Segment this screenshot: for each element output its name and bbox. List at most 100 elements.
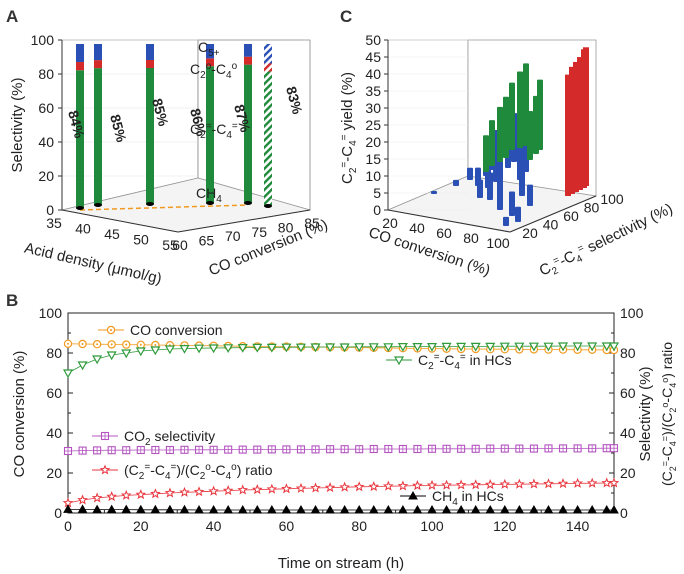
bar-percent-label: 85%: [149, 97, 172, 129]
c-bar-blue: [527, 184, 533, 206]
bar-c5-segment: [206, 44, 214, 59]
data-point: [412, 480, 423, 491]
data-point: [529, 504, 539, 514]
legend-label: (C2=-C4=)/(C2o-C4o) ratio: [124, 462, 273, 482]
bar-olefin-segment: [206, 66, 214, 203]
data-point: [339, 481, 350, 492]
data-point: [193, 486, 205, 497]
bar-ch4-cap: [244, 201, 252, 205]
bar-ch4-cap: [206, 201, 214, 205]
data-point: [572, 342, 583, 352]
data-point: [325, 343, 336, 353]
b-y-tick-left: 60: [46, 385, 62, 401]
y-tick-label: 60: [172, 237, 188, 253]
z-tick-label: 100: [31, 32, 55, 48]
selectivity-bar: 84%: [65, 44, 88, 210]
data-point: [91, 492, 103, 503]
bars: 84% 85% 85% 86% 87% 83%: [65, 44, 306, 210]
bar-ch4-cap: [264, 204, 272, 208]
y-tick-label: 85: [304, 215, 320, 231]
legend-ch4-main: CH: [196, 185, 216, 201]
bar-c5-segment: [244, 44, 252, 57]
data-point: [310, 482, 321, 493]
x-axis: [61, 209, 179, 233]
series-c2-c4-in-hcs: [62, 342, 620, 379]
bar-olefin-segment: [264, 71, 272, 206]
c-y-axis: [509, 195, 597, 233]
data-point: [397, 343, 408, 352]
bar-c5-segment: [146, 44, 154, 60]
z-axis-title: Selectivity (%): [9, 77, 26, 172]
c-z-tick-label: 50: [365, 32, 381, 48]
b-x-tick: 60: [279, 518, 295, 534]
legend-entry: C2=-C4= in HCs: [386, 352, 512, 372]
data-point: [324, 482, 336, 493]
c-bar-blue: [503, 216, 509, 226]
c-z-tick-label: 20: [365, 134, 381, 150]
y-axis: [177, 209, 311, 233]
c-z-tick-label: 5: [373, 185, 381, 201]
b-y-right-title-2: (C2=-C4=)/(C2o-C4o) ratio: [659, 342, 678, 486]
b-y-tick-right: 0: [620, 505, 628, 521]
series-ratio: [62, 477, 620, 508]
data-point: [397, 480, 409, 491]
data-point: [499, 342, 510, 352]
data-point: [106, 351, 117, 361]
z-tick-label: 40: [38, 134, 54, 150]
data-point: [325, 504, 335, 514]
c-bar-red: [569, 66, 575, 194]
x-tick-label: 45: [104, 226, 120, 242]
c-bar-green: [527, 111, 533, 160]
ch4-floor-line: [79, 204, 249, 211]
data-point: [194, 504, 204, 514]
data-point: [194, 344, 205, 354]
y-tick-label: 65: [199, 233, 215, 249]
selectivity-bar: 86%: [187, 44, 214, 205]
c-z-tick-label: 45: [365, 49, 381, 65]
data-point: [393, 356, 405, 366]
data-point: [528, 478, 540, 489]
data-point: [295, 482, 307, 493]
data-point: [266, 504, 277, 514]
x-tick-label: 40: [75, 221, 91, 237]
legend-label: CO2 selectivity: [124, 428, 215, 448]
b-y-tick-left: 20: [46, 465, 62, 481]
c-bar-red: [577, 57, 583, 191]
c-y-tick-label: 60: [563, 208, 579, 224]
data-point: [572, 504, 583, 514]
bar-paraffin-segment: [244, 56, 252, 65]
c-bar-green: [517, 71, 523, 148]
data-point: [150, 346, 161, 356]
bar-percent-label: 84%: [65, 109, 88, 141]
legend-c5: C5+: [198, 39, 220, 59]
data-point: [485, 504, 496, 514]
c-x-tick-label: 20: [382, 215, 398, 231]
series-ch4-in-hcs: [63, 504, 619, 514]
data-point: [587, 342, 598, 352]
data-point: [295, 343, 306, 353]
c-z-tick-label: 0: [373, 202, 381, 218]
b-y-right-title-1: Selectivity (%): [637, 366, 654, 461]
data-point: [77, 361, 88, 371]
bar-percent-label: 83%: [283, 85, 306, 117]
data-point: [310, 504, 321, 514]
c-x-tick-label: 40: [409, 220, 425, 236]
data-point: [179, 345, 190, 354]
c-bars: [431, 47, 589, 226]
c-bar-blue: [431, 190, 437, 194]
b-x-title: Time on stream (h): [278, 555, 404, 572]
data-point: [514, 478, 525, 489]
data-point: [601, 342, 612, 352]
y-axis-title: CO conversion (%): [206, 216, 330, 279]
selectivity-bar: 85%: [94, 44, 130, 207]
c-bar-blue: [509, 191, 515, 216]
data-point: [412, 504, 423, 514]
data-point: [543, 342, 554, 352]
data-point: [208, 504, 219, 514]
c-z-tick-label: 35: [365, 83, 381, 99]
legend-ch4-sub: 4: [216, 194, 222, 205]
data-point: [368, 504, 379, 514]
